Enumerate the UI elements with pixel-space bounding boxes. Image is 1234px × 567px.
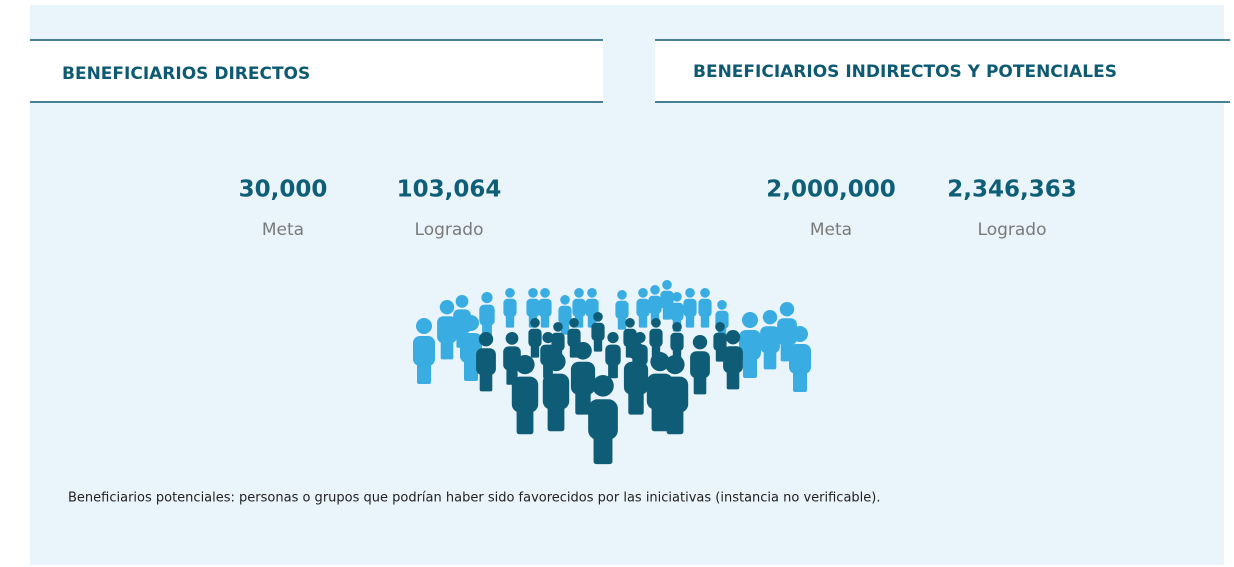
person-part <box>575 386 591 415</box>
person-part <box>608 360 618 379</box>
person-part <box>528 288 538 298</box>
person-part <box>505 288 515 298</box>
stat-label: Logrado <box>415 220 484 240</box>
person-part <box>464 355 478 381</box>
person-part <box>628 386 644 415</box>
person-part <box>478 332 494 347</box>
person-part <box>546 352 566 372</box>
person-part <box>651 318 661 328</box>
person-part <box>560 319 570 335</box>
person-part <box>455 295 469 308</box>
stat-value: 103,064 <box>397 177 502 203</box>
person-part <box>593 429 613 465</box>
crowd-illustration <box>413 280 811 465</box>
person-part <box>743 352 757 378</box>
stat-value: 2,346,363 <box>947 177 1077 203</box>
person-part <box>593 312 603 322</box>
person-part <box>593 336 603 352</box>
person-part <box>587 288 597 298</box>
person-part <box>650 352 670 372</box>
person-part <box>715 346 725 362</box>
person-part <box>742 312 758 328</box>
person-part <box>569 318 579 328</box>
header-band <box>655 41 1224 101</box>
person-part <box>793 366 807 392</box>
stat-label: Logrado <box>978 220 1047 240</box>
person-part <box>692 335 708 350</box>
person-part <box>717 300 727 310</box>
person-part <box>481 292 493 304</box>
person-part <box>530 318 540 328</box>
person-part <box>685 288 695 298</box>
person-part <box>726 366 740 390</box>
person-part <box>650 285 660 295</box>
person-part <box>560 295 570 305</box>
stat-value: 30,000 <box>239 177 328 203</box>
person-part <box>725 330 741 345</box>
person-part <box>685 312 695 328</box>
person-part <box>666 403 684 435</box>
person-part <box>505 312 515 328</box>
person-part <box>417 358 431 384</box>
person-part <box>638 288 648 298</box>
person-part <box>634 332 646 344</box>
person-part <box>574 342 592 360</box>
person-part <box>617 290 627 300</box>
person-part <box>779 302 795 317</box>
person-part <box>463 315 479 331</box>
panel-title: BENEFICIARIOS DIRECTOS <box>62 64 310 84</box>
person-part <box>763 346 777 370</box>
person-part <box>540 288 550 298</box>
person-part <box>592 375 614 397</box>
person-part <box>638 312 648 328</box>
person-part <box>700 312 710 328</box>
person-part <box>672 322 682 332</box>
person-part <box>540 312 550 328</box>
person-part <box>662 280 672 290</box>
panel-title: BENEFICIARIOS INDIRECTOS Y POTENCIALES <box>693 62 1117 82</box>
person-part <box>416 318 432 334</box>
person-part <box>617 314 627 330</box>
person-part <box>662 304 672 320</box>
person-part <box>547 400 565 432</box>
person-part <box>607 332 619 344</box>
person-part <box>439 300 455 315</box>
person-part <box>505 332 519 345</box>
person-part <box>672 292 682 302</box>
person-part <box>479 368 493 392</box>
footnote: Beneficiarios potenciales: personas o gr… <box>68 491 880 506</box>
person-part <box>440 336 454 360</box>
person-part <box>515 355 535 375</box>
person-part <box>665 355 685 375</box>
person-part <box>700 288 710 298</box>
stat-label: Meta <box>262 220 304 240</box>
person-part <box>762 310 778 325</box>
person-part <box>792 326 808 342</box>
person-part <box>516 403 534 435</box>
person-part <box>693 371 707 395</box>
person-part <box>574 288 584 298</box>
person-part <box>627 342 645 360</box>
person-part <box>553 322 563 332</box>
person-part <box>625 318 635 328</box>
stat-label: Meta <box>810 220 852 240</box>
person-part <box>715 322 725 332</box>
person-part <box>542 332 554 344</box>
header-band <box>30 41 603 101</box>
person-part <box>530 342 540 358</box>
stat-value: 2,000,000 <box>766 177 896 203</box>
